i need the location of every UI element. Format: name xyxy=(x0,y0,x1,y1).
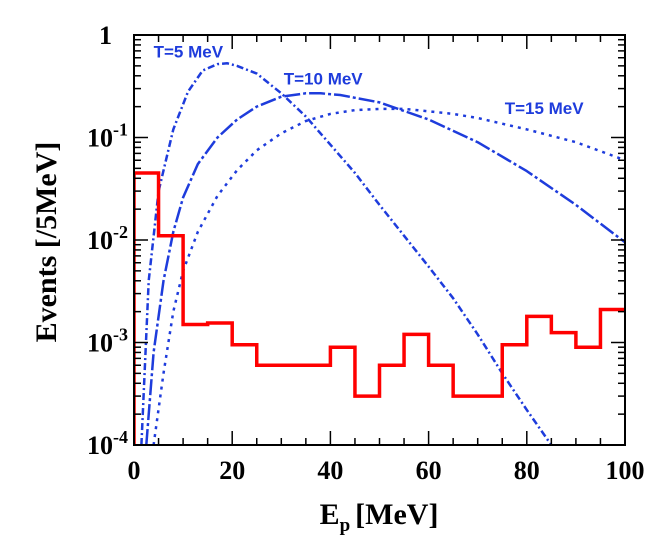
x-axis-title: Ep [MeV] xyxy=(320,498,439,536)
x-tick-label: 40 xyxy=(317,456,343,485)
curve-annotation: T=15 MeV xyxy=(505,99,585,118)
y-tick-label-exponent: -1 xyxy=(113,120,128,140)
x-axis-title-unit: [MeV] xyxy=(355,498,438,531)
series-line xyxy=(152,107,625,445)
x-tick-label: 80 xyxy=(514,456,540,485)
plot-area xyxy=(134,62,625,445)
y-tick-label: 10-4 xyxy=(87,427,128,460)
x-tick-label: 60 xyxy=(416,456,442,485)
y-tick-label-exponent: -4 xyxy=(113,427,128,447)
x-tick-label: 0 xyxy=(128,456,141,485)
y-tick-label-base: 10 xyxy=(87,329,113,358)
y-tick-label-base: 10 xyxy=(87,226,113,255)
curve-annotation: T=10 MeV xyxy=(284,69,364,88)
curve-annotation: T=5 MeV xyxy=(154,43,224,62)
y-tick-label-exponent: -3 xyxy=(113,325,128,345)
y-tick-label-exponent: -2 xyxy=(113,222,128,242)
x-tick-label: 100 xyxy=(606,456,645,485)
series-line xyxy=(140,62,553,445)
y-tick-label: 10-2 xyxy=(87,222,128,255)
y-axis-title: Events [/5MeV] xyxy=(30,142,63,343)
y-tick-label: 10-1 xyxy=(87,120,128,153)
x-axis-title-main: E xyxy=(320,498,340,531)
histogram-step-line xyxy=(134,171,625,445)
series-line xyxy=(145,92,625,445)
x-axis-title-sub: p xyxy=(340,515,351,536)
y-tick-label: 10-3 xyxy=(87,325,128,358)
y-tick-label-base: 10 xyxy=(87,124,113,153)
y-tick-label: 1 xyxy=(99,21,112,50)
x-tick-label: 20 xyxy=(219,456,245,485)
y-tick-label-base: 10 xyxy=(87,431,113,460)
